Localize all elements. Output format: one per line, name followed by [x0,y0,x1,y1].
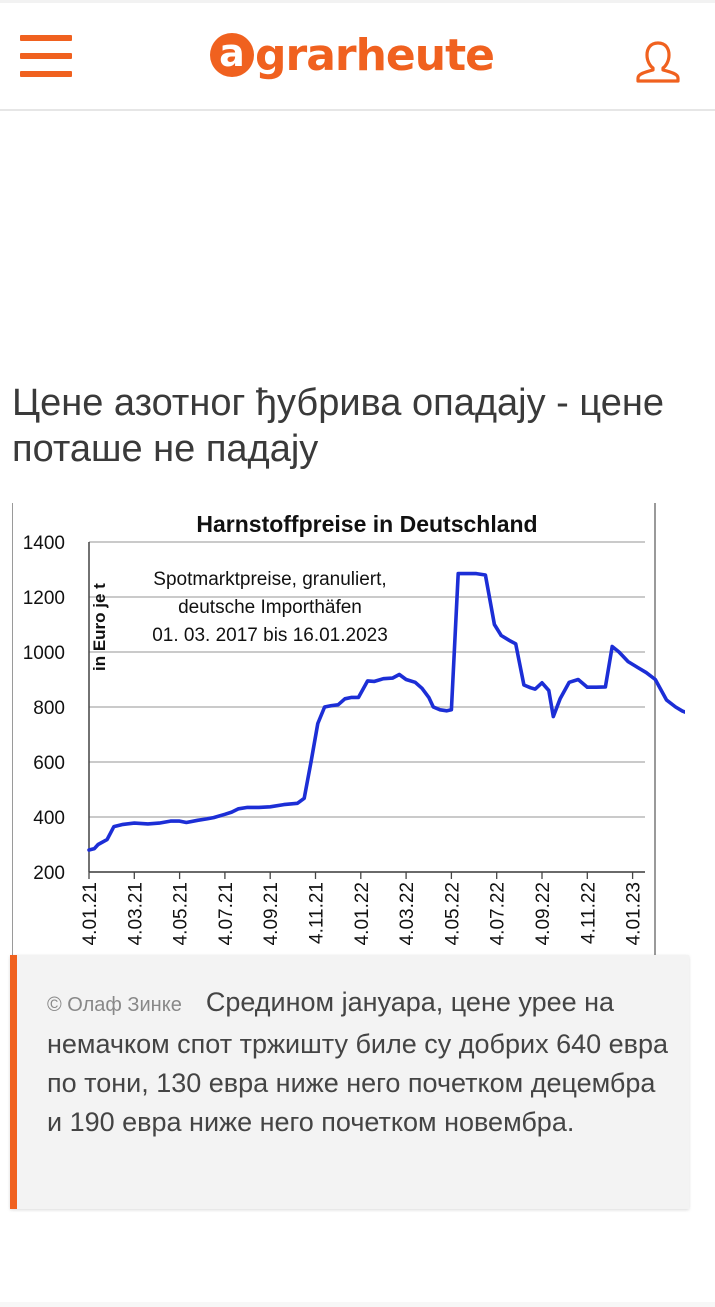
user-icon[interactable] [634,37,682,85]
article-title: Цене азотног ђубрива опадају - цене пота… [12,382,664,470]
chart-annotation-line: deutsche Importhäfen [178,597,362,618]
x-tick-label: 4.03.21 [125,882,146,945]
x-tick-label: 4.11.21 [307,882,328,944]
hamburger-menu-icon[interactable] [20,35,74,81]
x-tick-label: 4.03.22 [397,882,418,945]
caption-text: Средином јануара, цене урее на немачком … [47,987,669,1137]
x-tick-label: 4.05.22 [442,882,463,945]
x-tick-label: 4.05.21 [171,882,192,945]
y-tick-label: 800 [33,698,65,719]
site-header: a grarheute [0,3,715,111]
photo-credit: © Олаф Зинке [47,994,182,1016]
chart-annotation-line: 01. 03. 2017 bis 16.01.2023 [152,625,388,646]
y-tick-label: 1400 [23,533,65,554]
x-tick-label: 4.01.23 [624,882,645,945]
x-tick-label: 4.01.22 [352,882,373,945]
ad-placeholder [0,113,715,363]
y-tick-label: 600 [33,753,65,774]
top-border [0,0,715,3]
image-caption: © Олаф Зинке Средином јануара, цене урее … [10,955,689,1209]
site-logo[interactable]: a grarheute [210,25,495,85]
x-tick-label: 4.11.22 [578,882,599,944]
urea-price-chart: 200 400 600 800 1000 1200 1400 4.01.21 4.03.21 4.… [12,503,685,955]
chart-annotation-line: Spotmarktpreise, granuliert, [153,569,386,590]
x-tick-label: 4.07.22 [488,882,509,945]
x-tick-label: 4.09.22 [533,882,554,945]
price-series-line [87,571,685,852]
x-tick-label: 4.07.21 [216,882,237,945]
y-tick-label: 200 [33,863,65,884]
y-tick-label: 1200 [23,588,65,609]
y-axis-label: in Euro je t [90,583,109,671]
article-chart-image[interactable]: 200 400 600 800 1000 1200 1400 4.01.21 4.03.21 4.… [12,503,685,955]
logo-letter: a [210,33,254,77]
x-tick-label: 4.09.21 [261,882,282,945]
y-tick-label: 400 [33,808,65,829]
y-tick-label: 1000 [23,643,65,664]
chart-title: Harnstoffpreise in Deutschland [196,511,537,537]
bottom-border [0,1302,715,1307]
logo-text: grarheute [255,29,495,81]
x-tick-label: 4.01.21 [80,882,101,945]
